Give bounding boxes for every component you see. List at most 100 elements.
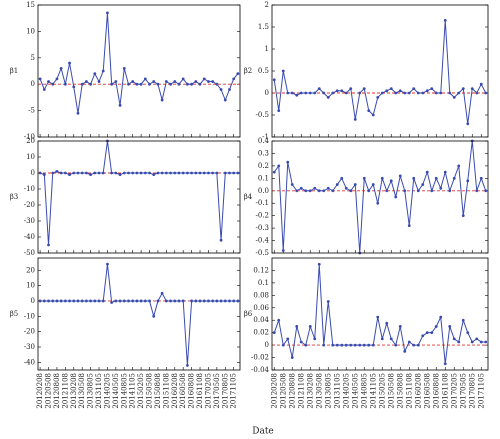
data-point <box>326 186 330 190</box>
data-point <box>131 80 135 83</box>
data-point <box>367 343 371 347</box>
data-point <box>425 89 429 93</box>
data-point <box>277 164 281 168</box>
y-tick-label: 5 <box>31 54 35 62</box>
data-point <box>362 176 366 180</box>
data-point <box>114 299 118 303</box>
data-point <box>317 189 321 193</box>
y-tick-label: 0 <box>31 169 35 177</box>
data-point <box>340 343 344 347</box>
y-axis-label: β2 <box>244 67 253 75</box>
data-point <box>425 331 429 335</box>
x-axis-label: Date <box>252 427 274 437</box>
data-point <box>127 171 130 175</box>
data-point <box>211 299 215 303</box>
data-point <box>143 77 147 81</box>
data-point <box>114 171 118 175</box>
y-tick-label: 0 <box>265 89 269 97</box>
data-point <box>68 173 71 177</box>
data-point <box>177 299 181 303</box>
series-line <box>273 20 487 124</box>
data-point <box>439 315 443 319</box>
data-point <box>63 82 67 86</box>
data-point <box>349 189 353 193</box>
data-point <box>101 299 105 303</box>
data-point <box>106 11 109 15</box>
y-tick-label: 15 <box>26 1 35 9</box>
data-point <box>295 93 299 97</box>
data-point <box>84 171 88 175</box>
data-point <box>322 189 326 193</box>
data-point <box>198 299 202 303</box>
x-tick-label: 20120508 <box>45 373 53 409</box>
x-tick-label: 20121108 <box>297 373 305 409</box>
y-tick-label: -40 <box>24 233 35 241</box>
data-point <box>277 318 281 322</box>
x-tick-label: 20120208 <box>36 373 44 409</box>
data-point <box>84 299 88 303</box>
data-point <box>93 171 97 175</box>
data-point <box>313 186 317 190</box>
data-point <box>236 171 240 175</box>
plot-frame <box>271 4 489 138</box>
data-point <box>281 343 285 347</box>
data-point <box>42 299 46 303</box>
y-tick-label: 0.02 <box>253 329 269 337</box>
data-point <box>185 171 189 175</box>
data-point <box>376 96 380 99</box>
data-point <box>59 299 63 303</box>
x-tick-label: 20150205 <box>378 373 386 409</box>
data-point <box>475 189 479 193</box>
y-tick-label: -0.04 <box>251 366 269 374</box>
series-line <box>273 264 486 364</box>
x-tick-label: 20160808 <box>432 373 440 409</box>
data-point <box>385 89 389 93</box>
data-point <box>331 189 335 193</box>
x-tick-label: 20170805 <box>221 373 229 409</box>
data-point <box>55 77 59 81</box>
data-point <box>211 171 215 175</box>
data-point <box>232 171 236 175</box>
data-point <box>371 343 375 347</box>
data-point <box>389 87 393 90</box>
data-point <box>80 171 84 175</box>
data-point <box>277 109 281 112</box>
x-tick-label: 20140505 <box>112 373 120 409</box>
data-point <box>416 343 420 347</box>
y-tick-label: -20 <box>24 328 35 336</box>
x-tick-label: 20131105 <box>95 373 103 409</box>
data-point <box>479 176 483 180</box>
x-tick-label: 20140805 <box>120 373 128 409</box>
data-point <box>97 80 101 83</box>
y-tick-label: -10 <box>24 312 35 320</box>
data-point <box>484 340 488 344</box>
data-point <box>127 82 130 86</box>
data-point <box>290 356 294 359</box>
data-point <box>169 82 172 86</box>
data-point <box>68 299 71 303</box>
data-point <box>479 82 483 86</box>
data-point <box>380 91 384 95</box>
data-point <box>219 299 223 303</box>
data-point <box>139 299 143 303</box>
data-point <box>219 238 223 242</box>
data-point <box>177 82 181 86</box>
y-tick-label: 0.5 <box>258 67 269 75</box>
data-point <box>156 82 160 86</box>
data-point <box>47 243 50 247</box>
data-point <box>452 337 456 341</box>
data-point <box>173 299 177 303</box>
y-tick-label: -20 <box>24 201 35 209</box>
plot-frame <box>271 140 489 254</box>
x-tick-label: 20130805 <box>87 373 95 409</box>
data-point <box>457 340 461 344</box>
data-point <box>448 325 452 328</box>
data-point <box>349 87 353 90</box>
data-point <box>135 299 139 303</box>
data-point <box>470 87 474 90</box>
data-point <box>412 176 416 180</box>
data-point <box>457 91 461 95</box>
y-axis-label: β5 <box>10 310 19 318</box>
x-tick-label: 20160808 <box>188 373 196 409</box>
data-point <box>198 82 202 86</box>
